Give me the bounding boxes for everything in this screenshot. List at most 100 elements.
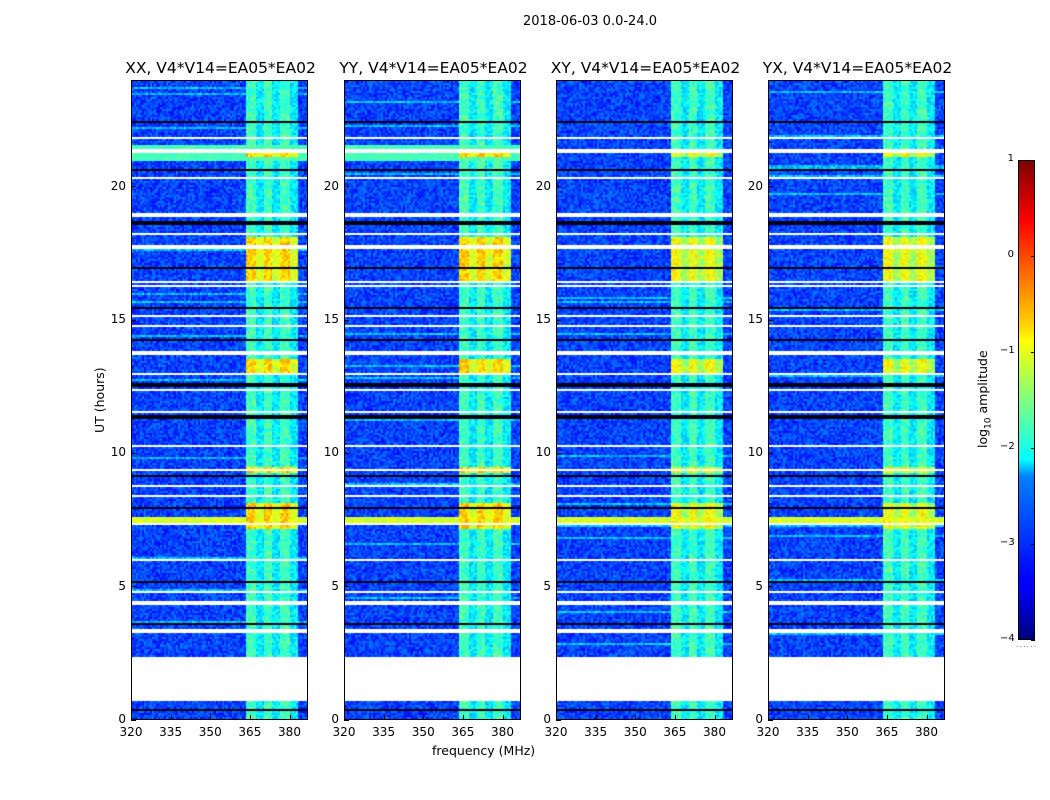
y-tick-label: 5: [118, 578, 126, 593]
y-tick: [344, 319, 349, 321]
y-tick: [768, 719, 773, 721]
x-tick-label: 380: [703, 725, 726, 739]
x-tick: [714, 715, 716, 720]
x-tick-label: 380: [278, 725, 301, 739]
y-tick-label: 20: [535, 178, 551, 193]
y-tick-label: 20: [323, 178, 339, 193]
y-tick-label: 0: [118, 712, 126, 726]
x-tick-label: 365: [663, 725, 687, 739]
y-tick: [768, 186, 773, 188]
x-tick-label: 335: [584, 725, 608, 739]
y-tick: [131, 452, 136, 454]
colorbar: [1018, 160, 1035, 640]
y-tick-label: 10: [747, 445, 763, 460]
heatmap-image: [557, 81, 732, 719]
y-tick: [344, 186, 349, 188]
x-tick-label: 365: [451, 725, 475, 739]
y-tick-label: 0: [331, 712, 339, 726]
colorbar-tick: [1031, 351, 1035, 353]
x-tick: [249, 715, 251, 720]
heatmap-image: [132, 81, 307, 719]
x-tick: [289, 715, 291, 720]
y-tick: [556, 186, 561, 188]
y-tick-label: 20: [747, 178, 763, 193]
x-tick-label: 350: [411, 725, 435, 739]
y-tick-label: 0: [543, 712, 551, 726]
colorbar-tick-label: 0: [1007, 249, 1014, 260]
panel-title-xy: XY, V4*V14=EA05*EA02: [550, 59, 741, 77]
x-tick: [926, 715, 928, 720]
y-tick-label: 5: [755, 578, 763, 593]
x-tick: [556, 715, 557, 720]
x-tick: [807, 715, 809, 720]
y-tick-label: 10: [110, 445, 126, 460]
figure-title: 2018-06-03 0.0-24.0: [523, 14, 657, 29]
x-tick: [462, 715, 464, 720]
heatmap-panel-xx: [131, 80, 308, 720]
x-tick-label: 365: [875, 725, 899, 739]
y-tick: [131, 719, 136, 721]
x-tick-label: 320: [544, 725, 568, 739]
y-tick-label: 10: [535, 445, 551, 460]
y-axis-label: UT (hours): [92, 367, 107, 433]
y-tick: [131, 319, 136, 321]
y-tick: [556, 452, 561, 454]
x-tick-label: 335: [372, 725, 396, 739]
colorbar-tick: [1031, 639, 1035, 641]
panel-title-xx: XX, V4*V14=EA05*EA02: [125, 59, 316, 77]
x-tick: [423, 715, 425, 720]
x-tick: [170, 715, 172, 720]
colorbar-tick: [1031, 447, 1035, 449]
y-tick-label: 5: [543, 578, 551, 593]
y-tick: [344, 586, 349, 588]
x-tick: [210, 715, 212, 720]
x-tick-label: 320: [756, 725, 780, 739]
x-tick: [768, 715, 769, 720]
colorbar-tick-label: −2: [1000, 441, 1015, 452]
colorbar-tick-label: −4: [1000, 633, 1015, 644]
x-tick-label: 335: [796, 725, 820, 739]
y-tick: [131, 586, 136, 588]
x-tick: [886, 715, 888, 720]
colorbar-underflow-marker: ......: [1016, 640, 1038, 649]
y-tick-label: 15: [747, 312, 763, 326]
colorbar-tick-label: −1: [1000, 345, 1015, 356]
heatmap-panel-xy: [556, 80, 733, 720]
colorbar-tick-label: 1: [1007, 153, 1014, 164]
x-tick-label: 365: [238, 725, 262, 739]
y-tick: [768, 452, 773, 454]
y-tick-label: 15: [535, 312, 551, 326]
x-tick-label: 320: [119, 725, 143, 739]
y-tick-label: 20: [110, 178, 126, 193]
y-tick: [556, 319, 561, 321]
x-tick-label: 335: [159, 725, 183, 739]
heatmap-image: [769, 81, 944, 719]
panel-title-yy: YY, V4*V14=EA05*EA02: [339, 59, 528, 77]
y-tick: [768, 319, 773, 321]
heatmap-panel-yx: [768, 80, 945, 720]
colorbar-tick: [1031, 255, 1035, 257]
x-tick: [502, 715, 504, 720]
x-tick-label: 320: [332, 725, 356, 739]
x-tick: [595, 715, 597, 720]
colorbar-tick-label: −3: [1000, 537, 1015, 548]
y-tick-label: 10: [323, 445, 339, 460]
y-tick-label: 0: [755, 712, 763, 726]
x-tick: [131, 715, 132, 720]
x-axis-label: frequency (MHz): [432, 743, 536, 758]
y-tick: [344, 452, 349, 454]
x-tick-label: 380: [491, 725, 514, 739]
y-tick: [768, 586, 773, 588]
x-tick: [674, 715, 676, 720]
panel-title-yx: YX, V4*V14=EA05*EA02: [762, 59, 953, 77]
x-tick: [847, 715, 849, 720]
colorbar-label: log10 amplitude: [975, 350, 994, 448]
colorbar-gradient: [1019, 161, 1034, 639]
y-tick-label: 15: [110, 312, 126, 326]
y-tick: [131, 186, 136, 188]
y-tick: [344, 719, 349, 721]
heatmap-image: [345, 81, 520, 719]
x-tick-label: 350: [623, 725, 647, 739]
colorbar-tick: [1031, 159, 1035, 161]
x-tick: [635, 715, 637, 720]
